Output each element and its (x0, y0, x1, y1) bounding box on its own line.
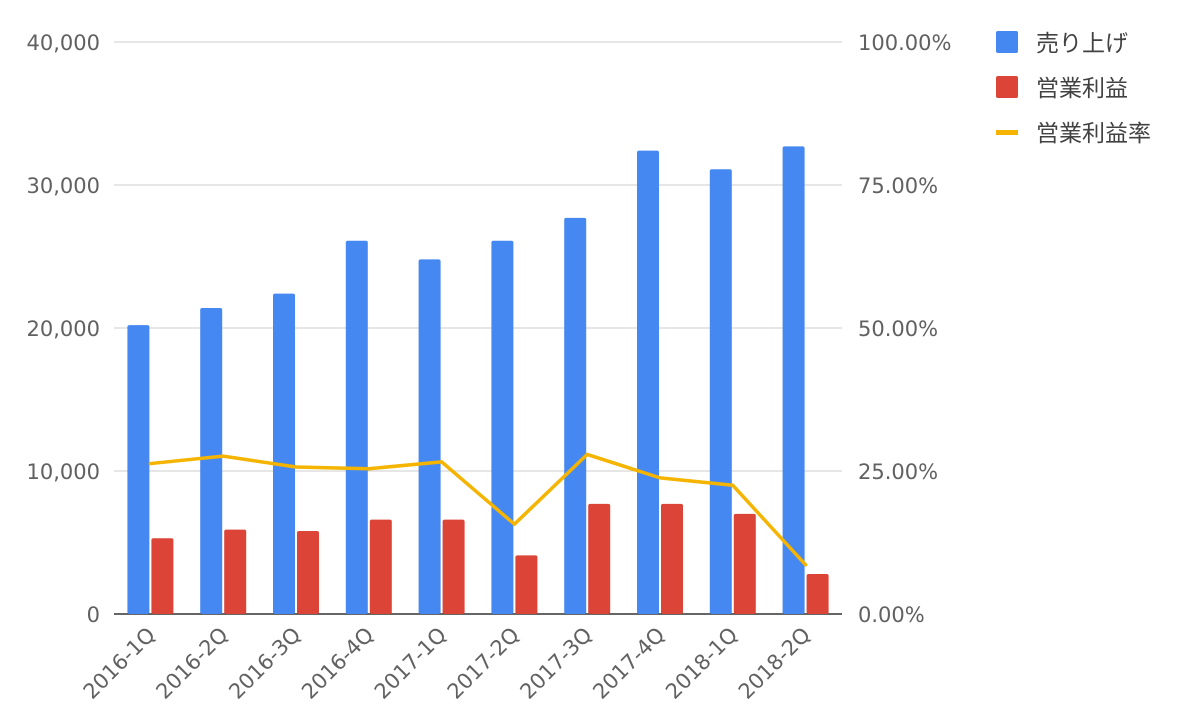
legend-swatch (996, 76, 1018, 98)
x-tick-label: 2017-3Q (515, 623, 596, 704)
x-tick-label: 2017-2Q (443, 623, 524, 704)
y-left-tick-label: 10,000 (27, 460, 100, 484)
legend-swatch (996, 130, 1018, 135)
line-point (804, 563, 808, 567)
line-point (221, 454, 225, 458)
line-point (658, 476, 662, 480)
x-tick-label: 2016-2Q (151, 623, 232, 704)
bar-operating-profit (661, 503, 683, 614)
bar-operating-profit (151, 538, 174, 614)
bar-operating-profit (369, 519, 392, 614)
y-right-tick-label: 50.00% (858, 317, 938, 341)
line-point (731, 483, 735, 487)
bar-sales (273, 293, 295, 614)
bar-operating-profit (588, 503, 611, 614)
x-tick-label: 2017-1Q (370, 623, 451, 704)
bar-sales (491, 240, 514, 614)
bar-sales (345, 240, 368, 614)
line-point (585, 452, 589, 456)
y-left-tick-label: 40,000 (27, 31, 100, 55)
y-right-tick-label: 0.00% (858, 603, 925, 627)
bar-sales (564, 217, 587, 614)
x-tick-label: 2018-1Q (661, 623, 742, 704)
bar-sales (637, 150, 659, 614)
y-left-tick-label: 20,000 (27, 317, 100, 341)
line-operating-margin (148, 452, 808, 567)
bar-operating-profit (515, 555, 538, 614)
y-right-tick-label: 25.00% (858, 460, 938, 484)
bar-operating-profit (733, 513, 756, 614)
y-right-tick-label: 100.00% (858, 31, 951, 55)
line-point (440, 460, 444, 464)
legend-label: 営業利益率 (1036, 121, 1151, 147)
y-left-tick-label: 30,000 (27, 174, 100, 198)
bar-operating-profit (297, 531, 319, 614)
bar-sales (709, 169, 732, 614)
x-tick-label: 2016-4Q (297, 623, 378, 704)
x-tick-label: 2016-3Q (224, 623, 305, 704)
x-tick-label: 2016-1Q (79, 623, 160, 704)
bar-operating-profit (442, 519, 465, 614)
bar-operating-profit (224, 529, 247, 614)
bar-sales (127, 325, 150, 614)
legend-label: 営業利益 (1036, 76, 1128, 102)
bar-sales (200, 307, 223, 614)
x-tick-label: 2017-4Q (588, 623, 669, 704)
legend-swatch (996, 31, 1018, 53)
y-right-tick-label: 75.00% (858, 174, 938, 198)
line-point (367, 467, 371, 471)
bar-operating-profit (806, 573, 829, 614)
line-point (148, 462, 152, 466)
x-tick-label: 2018-2Q (734, 623, 815, 704)
line-point (294, 465, 298, 469)
legend-label: 売り上げ (1036, 31, 1128, 57)
line-point (512, 522, 516, 526)
y-left-tick-label: 0 (87, 603, 100, 627)
bar-sales (418, 259, 441, 614)
bar-sales (782, 146, 805, 614)
